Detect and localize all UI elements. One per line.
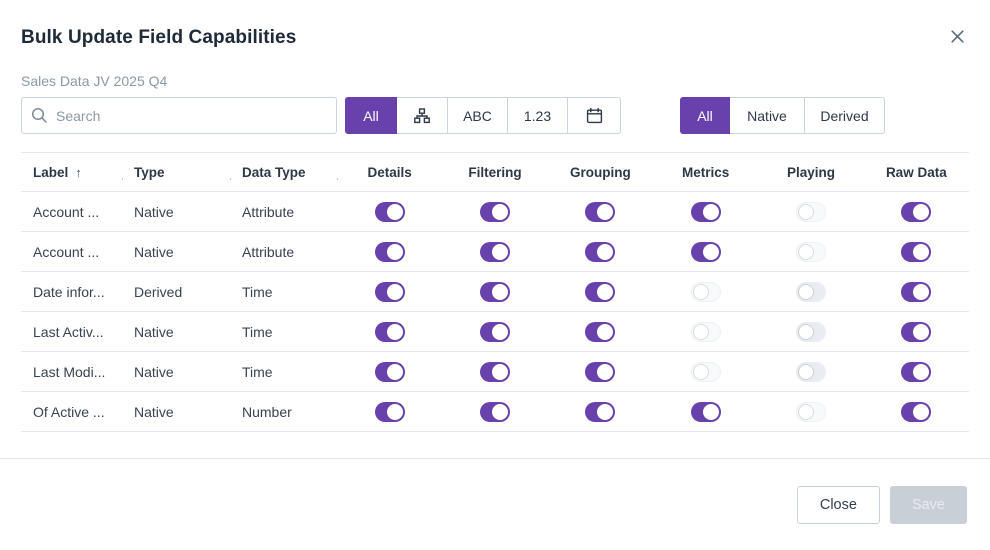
modal-header: Bulk Update Field Capabilities <box>0 0 990 49</box>
field-type: Native <box>134 403 174 420</box>
field-label: Last Activ... <box>33 323 104 340</box>
raw-data-toggle[interactable] <box>901 281 932 302</box>
metrics-toggle[interactable] <box>690 361 721 382</box>
search-input[interactable] <box>21 97 337 134</box>
type-filter-text[interactable]: ABC <box>447 97 508 134</box>
column-header-type[interactable]: Type <box>122 165 230 180</box>
page-title: Bulk Update Field Capabilities <box>21 27 297 48</box>
save-button[interactable]: Save <box>889 486 967 524</box>
grouping-toggle[interactable] <box>585 321 616 342</box>
calendar-icon <box>586 107 603 124</box>
metrics-toggle[interactable] <box>690 241 721 262</box>
raw-data-toggle[interactable] <box>901 201 932 222</box>
filtering-toggle[interactable] <box>479 201 510 222</box>
filtering-toggle[interactable] <box>479 321 510 342</box>
filtering-toggle[interactable] <box>479 241 510 262</box>
hierarchy-icon <box>414 107 430 124</box>
grouping-toggle[interactable] <box>585 401 616 422</box>
field-data-type: Time <box>242 283 273 300</box>
table-row: Last Modi... Native Time <box>21 352 969 392</box>
raw-data-toggle[interactable] <box>901 241 932 262</box>
grouping-toggle[interactable] <box>585 281 616 302</box>
search-box <box>21 97 337 134</box>
column-header-data-type[interactable]: Data Type <box>230 165 337 180</box>
type-filter-all[interactable]: All <box>345 97 397 134</box>
field-type: Native <box>134 323 174 340</box>
metrics-toggle[interactable] <box>690 321 721 342</box>
dataset-name: Sales Data JV 2025 Q4 <box>21 73 168 89</box>
field-data-type: Attribute <box>242 243 295 260</box>
type-filter-date[interactable] <box>567 97 621 134</box>
playing-toggle[interactable] <box>795 361 826 382</box>
close-button[interactable] <box>946 25 969 48</box>
grouping-toggle[interactable] <box>585 241 616 262</box>
field-type: Native <box>134 203 174 220</box>
column-header-playing[interactable]: Playing <box>786 164 835 180</box>
field-label: Account ... <box>33 203 100 220</box>
field-data-type: Number <box>242 403 292 420</box>
raw-data-toggle[interactable] <box>901 361 932 382</box>
column-header-details[interactable]: Details <box>337 165 442 180</box>
playing-toggle[interactable] <box>795 281 826 302</box>
details-toggle[interactable] <box>374 241 405 262</box>
field-data-type: Attribute <box>242 203 295 220</box>
table-header-row: Label ↑ Type Data Type Details Filtering … <box>21 152 969 192</box>
fields-table: Label ↑ Type Data Type Details Filtering … <box>21 152 969 432</box>
raw-data-toggle[interactable] <box>901 401 932 422</box>
type-filter-number[interactable]: 1.23 <box>507 97 568 134</box>
table-row: Account ... Native Attribute <box>21 192 969 232</box>
field-label: Of Active ... <box>33 403 105 420</box>
origin-filter-native[interactable]: Native <box>729 97 805 134</box>
filtering-toggle[interactable] <box>479 361 510 382</box>
field-type: Native <box>134 243 174 260</box>
metrics-toggle[interactable] <box>690 201 721 222</box>
grouping-toggle[interactable] <box>585 201 616 222</box>
field-type: Derived <box>134 283 183 300</box>
details-toggle[interactable] <box>374 321 405 342</box>
data-type-filter: All ABC 1.23 <box>345 97 621 134</box>
table-row: Account ... Native Attribute <box>21 232 969 272</box>
field-data-type: Time <box>242 323 273 340</box>
metrics-toggle[interactable] <box>690 281 721 302</box>
field-label: Date infor... <box>33 283 105 300</box>
playing-toggle[interactable] <box>795 321 826 342</box>
field-label: Account ... <box>33 243 100 260</box>
filtering-toggle[interactable] <box>479 281 510 302</box>
playing-toggle[interactable] <box>795 401 826 422</box>
column-header-grouping[interactable]: Grouping <box>569 164 631 180</box>
filter-bar: All ABC 1.23 All Native D <box>0 97 990 134</box>
field-label: Last Modi... <box>33 363 106 380</box>
metrics-toggle[interactable] <box>690 401 721 422</box>
filtering-toggle[interactable] <box>479 401 510 422</box>
search-icon <box>31 107 47 123</box>
field-data-type: Time <box>242 363 273 380</box>
details-toggle[interactable] <box>374 201 405 222</box>
playing-toggle[interactable] <box>795 241 826 262</box>
table-row: Last Activ... Native Time <box>21 312 969 352</box>
details-toggle[interactable] <box>374 361 405 382</box>
column-header-filtering[interactable]: Filtering <box>468 164 522 180</box>
playing-toggle[interactable] <box>795 201 826 222</box>
raw-data-toggle[interactable] <box>901 321 932 342</box>
modal-footer: Close Save <box>0 459 990 550</box>
grouping-toggle[interactable] <box>585 361 616 382</box>
footer-divider <box>0 458 990 459</box>
sort-ascending-icon: ↑ <box>75 164 82 180</box>
origin-filter-all[interactable]: All <box>680 97 730 134</box>
type-filter-attribute[interactable] <box>396 97 448 134</box>
column-header-label[interactable]: Label ↑ <box>33 164 82 180</box>
details-toggle[interactable] <box>374 281 405 302</box>
column-header-raw-data[interactable]: Raw Data <box>885 164 947 180</box>
origin-filter: All Native Derived <box>680 97 885 134</box>
origin-filter-derived[interactable]: Derived <box>804 97 885 134</box>
field-type: Native <box>134 363 174 380</box>
table-row: Of Active ... Native Number <box>21 392 969 432</box>
close-icon <box>950 30 965 47</box>
details-toggle[interactable] <box>374 401 405 422</box>
close-modal-button[interactable]: Close <box>796 486 880 524</box>
table-row: Date infor... Derived Time <box>21 272 969 312</box>
column-header-metrics[interactable]: Metrics <box>682 164 730 180</box>
